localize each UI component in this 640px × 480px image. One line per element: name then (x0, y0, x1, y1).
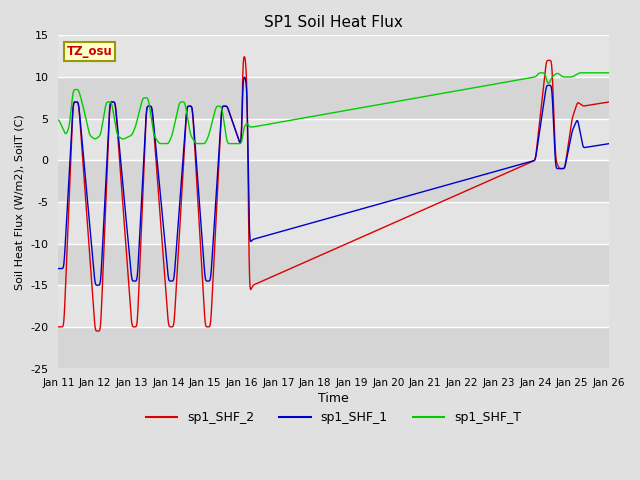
Bar (58, 327, 609, 369)
Y-axis label: Soil Heat Flux (W/m2), SoilT (C): Soil Heat Flux (W/m2), SoilT (C) (15, 114, 25, 290)
Bar (58, 77, 609, 119)
X-axis label: Time: Time (318, 393, 349, 406)
Bar (58, 160, 609, 202)
Bar (58, 119, 609, 160)
Legend: sp1_SHF_2, sp1_SHF_1, sp1_SHF_T: sp1_SHF_2, sp1_SHF_1, sp1_SHF_T (141, 406, 526, 429)
Bar (58, 202, 609, 243)
Bar (58, 285, 609, 327)
Bar (58, 243, 609, 285)
Bar (58, 36, 609, 77)
Text: TZ_osu: TZ_osu (67, 45, 113, 59)
Title: SP1 Soil Heat Flux: SP1 Soil Heat Flux (264, 15, 403, 30)
